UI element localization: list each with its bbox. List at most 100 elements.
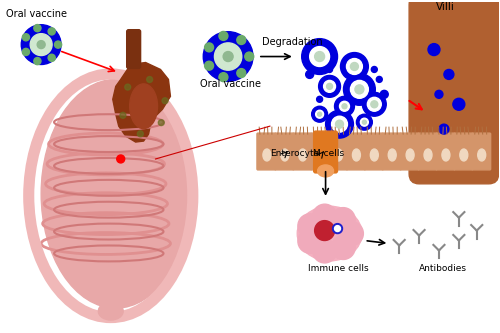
FancyBboxPatch shape xyxy=(328,133,347,170)
Circle shape xyxy=(204,32,253,81)
Circle shape xyxy=(22,48,30,56)
Ellipse shape xyxy=(460,149,468,161)
Circle shape xyxy=(444,70,454,79)
Circle shape xyxy=(453,98,465,110)
Circle shape xyxy=(316,96,322,102)
FancyBboxPatch shape xyxy=(400,133,419,170)
Circle shape xyxy=(310,47,330,67)
Ellipse shape xyxy=(98,302,123,320)
FancyBboxPatch shape xyxy=(275,133,294,170)
FancyBboxPatch shape xyxy=(314,131,338,173)
Text: Degradation: Degradation xyxy=(262,37,322,47)
Circle shape xyxy=(48,54,56,61)
Circle shape xyxy=(346,59,362,75)
Ellipse shape xyxy=(318,165,334,177)
Ellipse shape xyxy=(297,206,362,261)
Circle shape xyxy=(313,204,336,228)
Circle shape xyxy=(223,52,233,62)
Circle shape xyxy=(326,110,353,138)
Circle shape xyxy=(314,52,324,62)
Ellipse shape xyxy=(41,79,190,308)
Ellipse shape xyxy=(406,149,414,161)
Ellipse shape xyxy=(352,149,360,161)
Circle shape xyxy=(326,83,332,89)
FancyBboxPatch shape xyxy=(310,133,330,170)
Circle shape xyxy=(245,52,254,61)
Circle shape xyxy=(344,74,376,105)
Ellipse shape xyxy=(478,149,486,161)
Circle shape xyxy=(435,90,443,98)
Circle shape xyxy=(380,90,388,98)
FancyBboxPatch shape xyxy=(409,0,498,184)
Circle shape xyxy=(219,73,228,82)
FancyBboxPatch shape xyxy=(454,133,473,170)
Circle shape xyxy=(428,44,440,56)
Circle shape xyxy=(368,97,382,111)
Text: Oral vaccine: Oral vaccine xyxy=(200,79,262,89)
FancyBboxPatch shape xyxy=(257,133,276,170)
Circle shape xyxy=(332,207,355,231)
Circle shape xyxy=(146,77,152,83)
Circle shape xyxy=(334,225,340,231)
Circle shape xyxy=(204,61,214,70)
Circle shape xyxy=(362,120,366,124)
Ellipse shape xyxy=(130,84,158,129)
FancyBboxPatch shape xyxy=(436,133,455,170)
FancyBboxPatch shape xyxy=(418,133,437,170)
FancyBboxPatch shape xyxy=(346,133,366,170)
Text: Antibodies: Antibodies xyxy=(419,264,467,273)
Circle shape xyxy=(162,98,168,104)
Circle shape xyxy=(314,221,334,240)
Circle shape xyxy=(298,229,322,253)
Circle shape xyxy=(326,67,332,73)
Circle shape xyxy=(30,34,52,56)
Circle shape xyxy=(336,120,344,128)
Circle shape xyxy=(34,58,41,65)
Circle shape xyxy=(298,214,322,238)
Ellipse shape xyxy=(388,149,396,161)
Circle shape xyxy=(372,67,378,73)
Circle shape xyxy=(54,41,62,48)
Circle shape xyxy=(138,131,143,137)
Ellipse shape xyxy=(370,149,378,161)
Circle shape xyxy=(371,101,378,108)
Circle shape xyxy=(332,236,355,259)
FancyBboxPatch shape xyxy=(293,133,312,170)
Circle shape xyxy=(316,110,324,118)
Circle shape xyxy=(204,43,214,52)
Ellipse shape xyxy=(424,149,432,161)
Circle shape xyxy=(355,85,364,94)
Text: Immune cells: Immune cells xyxy=(308,264,368,273)
Ellipse shape xyxy=(298,149,306,161)
Circle shape xyxy=(302,39,338,75)
Polygon shape xyxy=(113,63,170,142)
Circle shape xyxy=(219,31,228,40)
Circle shape xyxy=(312,106,328,122)
Circle shape xyxy=(362,92,386,116)
Circle shape xyxy=(439,124,449,134)
Circle shape xyxy=(22,34,30,41)
Circle shape xyxy=(22,25,61,65)
FancyBboxPatch shape xyxy=(126,30,140,69)
Circle shape xyxy=(332,116,347,132)
Text: Enterocyte: Enterocyte xyxy=(270,149,319,158)
Text: Villi: Villi xyxy=(436,2,455,12)
Circle shape xyxy=(120,112,126,118)
Ellipse shape xyxy=(316,149,324,161)
Text: Oral vaccine: Oral vaccine xyxy=(6,9,68,19)
Circle shape xyxy=(350,63,358,71)
Circle shape xyxy=(342,104,347,109)
Circle shape xyxy=(214,43,242,70)
Circle shape xyxy=(376,77,382,82)
Circle shape xyxy=(124,84,130,90)
Circle shape xyxy=(48,28,56,35)
FancyBboxPatch shape xyxy=(472,133,490,170)
Circle shape xyxy=(360,118,368,126)
Ellipse shape xyxy=(281,149,289,161)
Circle shape xyxy=(340,222,363,245)
Circle shape xyxy=(318,76,340,97)
Circle shape xyxy=(34,25,41,32)
Circle shape xyxy=(237,69,246,78)
Circle shape xyxy=(340,53,368,80)
Ellipse shape xyxy=(334,149,342,161)
